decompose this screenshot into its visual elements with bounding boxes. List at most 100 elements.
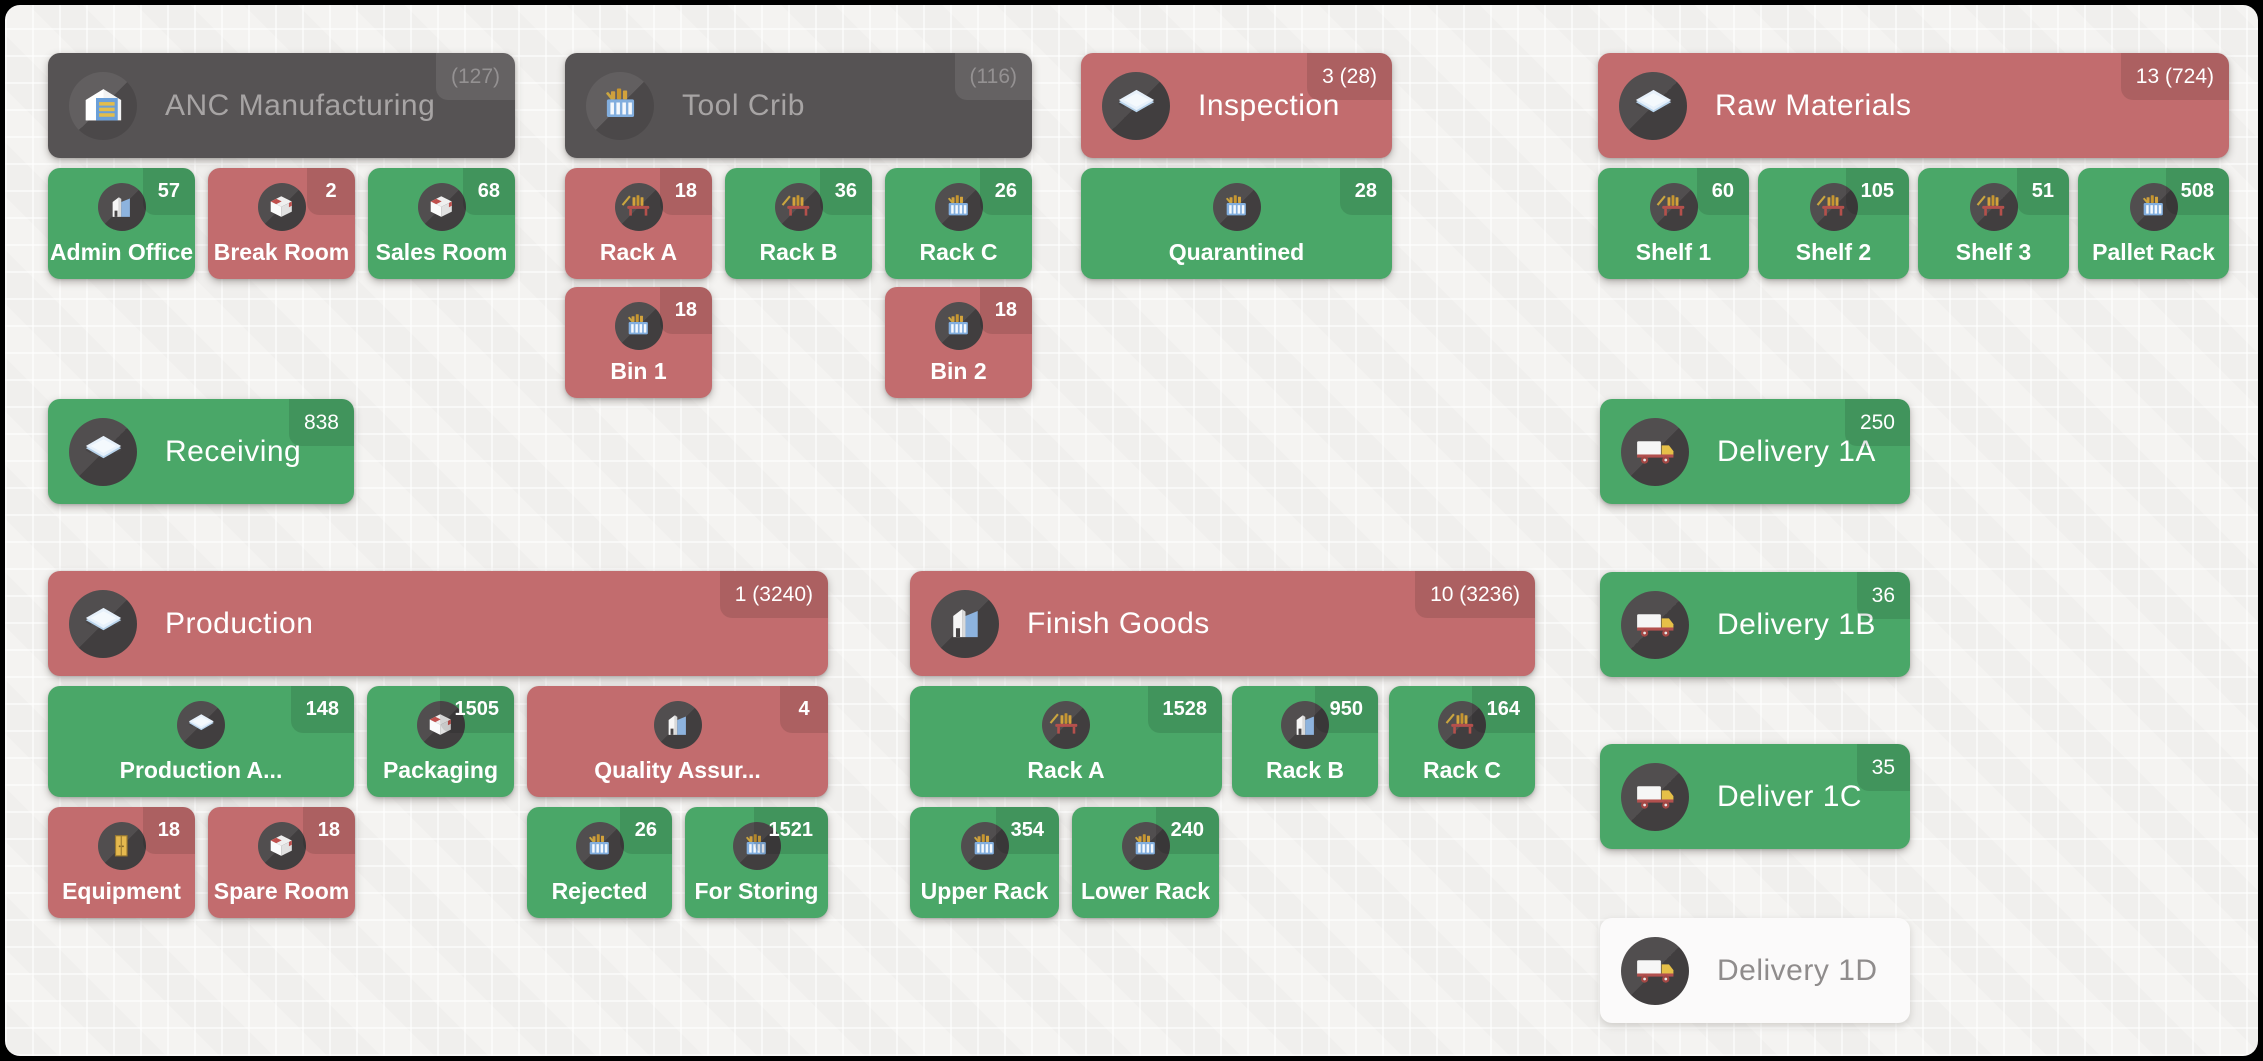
rack-icon (1438, 701, 1486, 749)
box-icon (416, 701, 465, 749)
rack-icon (614, 183, 663, 231)
location-label: Production (165, 606, 314, 640)
location-card-bin-2[interactable]: 18 Bin 2 (885, 287, 1032, 398)
location-card-finish-rack-a[interactable]: 1528 Rack A (910, 686, 1222, 797)
count-badge: 148 (290, 686, 354, 733)
location-card-tool-crib-rack-b[interactable]: 36 Rack B (725, 168, 872, 279)
location-card-tool-crib-rack-c[interactable]: 26 Rack C (885, 168, 1032, 279)
location-card-rejected[interactable]: 26 Rejected (527, 807, 672, 918)
count-badge: 250 (1844, 399, 1910, 446)
location-label: Rack B (759, 239, 838, 265)
location-label: Receiving (165, 434, 302, 468)
count-badge: 240 (1155, 807, 1219, 854)
location-card-finish-goods[interactable]: 10 (3236) Finish Goods (910, 571, 1535, 676)
building-icon (1281, 701, 1329, 749)
count-badge: 838 (288, 399, 354, 446)
location-label: Sales Room (375, 239, 508, 265)
pallet-icon (177, 701, 225, 749)
location-card-production-a[interactable]: 148 Production A... (48, 686, 354, 797)
location-label: Shelf 2 (1795, 239, 1872, 265)
bin-icon (732, 822, 781, 870)
bin-icon (934, 183, 983, 231)
bin-icon (586, 71, 654, 140)
location-card-shelf-1[interactable]: 60 Shelf 1 (1598, 168, 1749, 279)
location-card-shelf-3[interactable]: 51 Shelf 3 (1918, 168, 2069, 279)
location-label: Rack C (919, 239, 998, 265)
location-card-finish-rack-c[interactable]: 164 Rack C (1389, 686, 1535, 797)
count-badge: 57 (142, 168, 195, 215)
rack-icon (1042, 701, 1090, 749)
count-badge: (116) (954, 53, 1032, 100)
location-label: Spare Room (213, 878, 350, 904)
location-card-break-room[interactable]: 2 Break Room (208, 168, 355, 279)
location-label: Tool Crib (682, 88, 805, 122)
location-card-lower-rack[interactable]: 240 Lower Rack (1072, 807, 1219, 918)
location-card-packaging[interactable]: 1505 Packaging (367, 686, 514, 797)
location-label: Rack A (1027, 757, 1105, 783)
pallet-icon (69, 417, 137, 486)
location-card-quality-assurance[interactable]: 4 Quality Assur... (527, 686, 828, 797)
count-badge: 18 (659, 287, 712, 334)
location-card-anc-manufacturing[interactable]: (127) ANC Manufacturing (48, 53, 515, 158)
location-card-delivery-1a[interactable]: 250 Delivery 1A (1600, 399, 1910, 504)
rack-icon (1969, 183, 2018, 231)
location-card-pallet-rack[interactable]: 508 Pallet Rack (2078, 168, 2229, 279)
bin-icon (1212, 183, 1261, 231)
location-card-delivery-1d[interactable]: Delivery 1D (1600, 918, 1910, 1023)
count-badge: 18 (142, 807, 195, 854)
count-badge: 354 (995, 807, 1059, 854)
building-icon (97, 183, 146, 231)
truck-icon (1621, 417, 1689, 486)
location-card-admin-office[interactable]: 57 Admin Office (48, 168, 195, 279)
count-badge: 18 (979, 287, 1032, 334)
location-label: Quarantined (1168, 239, 1305, 265)
location-card-shelf-2[interactable]: 105 Shelf 2 (1758, 168, 1909, 279)
location-card-for-storing[interactable]: 1521 For Storing (685, 807, 828, 918)
location-card-finish-rack-b[interactable]: 950 Rack B (1232, 686, 1378, 797)
location-label: ANC Manufacturing (165, 88, 436, 122)
count-badge: 105 (1845, 168, 1909, 215)
location-card-production[interactable]: 1 (3240) Production (48, 571, 828, 676)
location-card-tool-crib-rack-a[interactable]: 18 Rack A (565, 168, 712, 279)
bin-icon (2129, 183, 2178, 231)
location-label: Rejected (551, 878, 648, 904)
location-label: Delivery 1D (1717, 953, 1878, 987)
truck-icon (1621, 762, 1689, 831)
count-badge: 1521 (753, 807, 828, 854)
count-badge: 36 (819, 168, 872, 215)
location-card-upper-rack[interactable]: 354 Upper Rack (910, 807, 1059, 918)
location-card-equipment[interactable]: 18 Equipment (48, 807, 195, 918)
location-card-quarantined[interactable]: 28 Quarantined (1081, 168, 1392, 279)
box-icon (257, 822, 306, 870)
location-card-raw-materials[interactable]: 13 (724) Raw Materials (1598, 53, 2229, 158)
location-label: For Storing (694, 878, 819, 904)
count-badge: 1528 (1147, 686, 1222, 733)
box-icon (257, 183, 306, 231)
location-card-tool-crib[interactable]: (116) Tool Crib (565, 53, 1032, 158)
count-badge: 1505 (439, 686, 514, 733)
building-icon (653, 701, 702, 749)
location-label: Rack A (599, 239, 678, 265)
location-card-bin-1[interactable]: 18 Bin 1 (565, 287, 712, 398)
location-card-receiving[interactable]: 838 Receiving (48, 399, 354, 504)
location-card-spare-room[interactable]: 18 Spare Room (208, 807, 355, 918)
bin-icon (960, 822, 1009, 870)
count-badge: 35 (1856, 744, 1910, 791)
warehouse-locations-board: (127) ANC Manufacturing 57 Admin Office … (5, 5, 2258, 1056)
location-card-delivery-1b[interactable]: 36 Delivery 1B (1600, 572, 1910, 677)
count-badge: 4 (780, 686, 828, 733)
warehouse-icon (69, 71, 137, 140)
location-card-deliver-1c[interactable]: 35 Deliver 1C (1600, 744, 1910, 849)
location-label: Finish Goods (1027, 606, 1210, 640)
count-badge: 68 (462, 168, 515, 215)
location-label: Inspection (1198, 88, 1340, 122)
location-label: Upper Rack (920, 878, 1049, 904)
count-badge: 3 (28) (1307, 53, 1392, 100)
box-icon (417, 183, 466, 231)
location-card-sales-room[interactable]: 68 Sales Room (368, 168, 515, 279)
count-badge: 18 (659, 168, 712, 215)
count-badge: 1 (3240) (719, 571, 828, 618)
location-card-inspection[interactable]: 3 (28) Inspection (1081, 53, 1392, 158)
location-label: Deliver 1C (1717, 779, 1863, 813)
count-badge: 164 (1471, 686, 1535, 733)
